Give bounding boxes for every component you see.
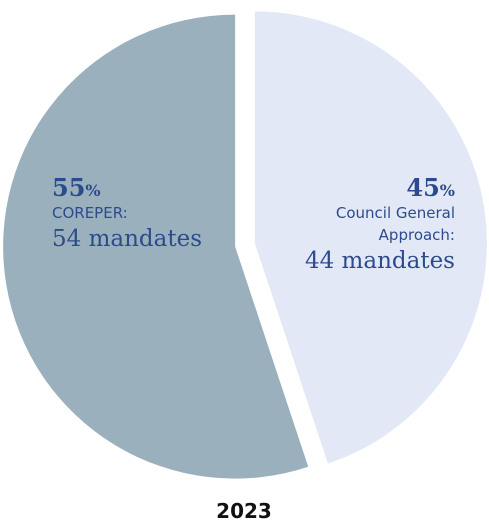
pie-slice-council-general-approach <box>254 11 487 464</box>
slice-percent-label: 45% <box>406 173 455 202</box>
slice-category-label: COREPER: <box>52 204 128 222</box>
slice-category-label: Council General <box>336 204 455 222</box>
slice-percent-label: 55% <box>52 173 101 202</box>
slice-category-label: Approach: <box>379 226 455 244</box>
slice-mandates-label: 54 mandates <box>52 226 202 252</box>
slice-mandates-label: 44 mandates <box>305 248 455 274</box>
chart-title-year: 2023 <box>216 499 272 523</box>
pie-slice-coreper <box>3 14 309 479</box>
